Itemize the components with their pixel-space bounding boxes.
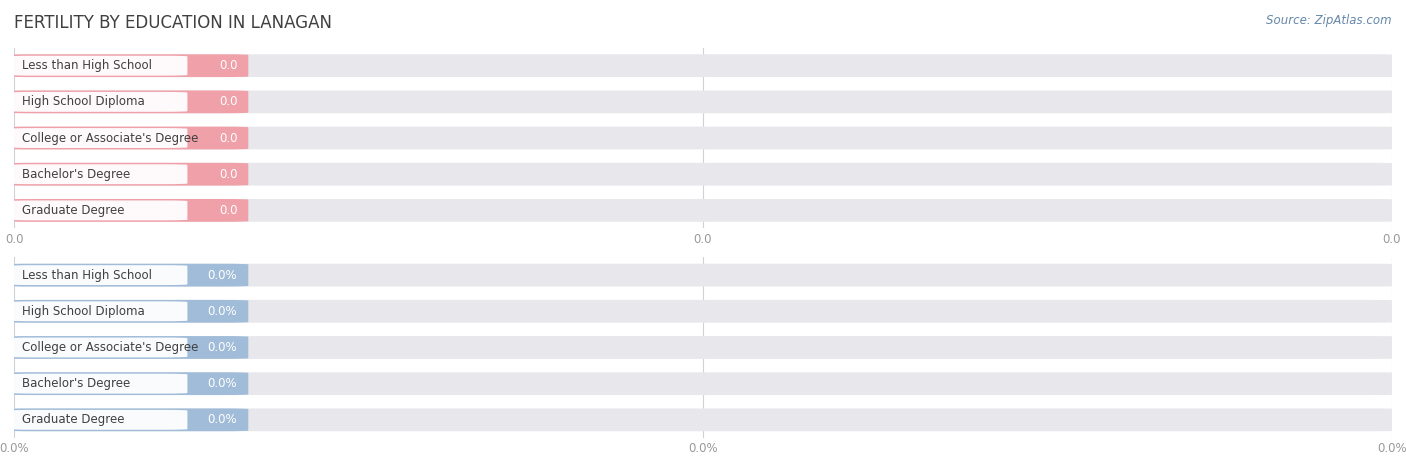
FancyBboxPatch shape (7, 163, 249, 186)
Text: High School Diploma: High School Diploma (22, 95, 145, 109)
FancyBboxPatch shape (7, 54, 249, 77)
FancyBboxPatch shape (10, 92, 187, 112)
Text: Less than High School: Less than High School (22, 268, 152, 282)
Text: 0.0%: 0.0% (208, 268, 238, 282)
FancyBboxPatch shape (7, 336, 249, 359)
Text: 0.0%: 0.0% (208, 377, 238, 390)
FancyBboxPatch shape (7, 90, 1399, 113)
FancyBboxPatch shape (7, 372, 1399, 395)
FancyBboxPatch shape (7, 127, 1399, 149)
Text: 0.0: 0.0 (219, 95, 238, 109)
Text: Bachelor's Degree: Bachelor's Degree (22, 377, 131, 390)
Text: College or Associate's Degree: College or Associate's Degree (22, 131, 198, 145)
Text: College or Associate's Degree: College or Associate's Degree (22, 341, 198, 354)
FancyBboxPatch shape (10, 301, 187, 321)
FancyBboxPatch shape (10, 128, 187, 148)
Text: Less than High School: Less than High School (22, 59, 152, 72)
FancyBboxPatch shape (7, 408, 249, 431)
FancyBboxPatch shape (10, 410, 187, 430)
FancyBboxPatch shape (7, 199, 249, 222)
FancyBboxPatch shape (10, 265, 187, 285)
Text: 0.0: 0.0 (219, 168, 238, 181)
FancyBboxPatch shape (7, 199, 1399, 222)
FancyBboxPatch shape (10, 164, 187, 184)
Text: 0.0%: 0.0% (208, 413, 238, 426)
FancyBboxPatch shape (7, 372, 249, 395)
FancyBboxPatch shape (7, 300, 249, 323)
Text: Graduate Degree: Graduate Degree (22, 413, 125, 426)
FancyBboxPatch shape (7, 336, 1399, 359)
Text: FERTILITY BY EDUCATION IN LANAGAN: FERTILITY BY EDUCATION IN LANAGAN (14, 14, 332, 32)
FancyBboxPatch shape (7, 300, 1399, 323)
FancyBboxPatch shape (7, 127, 249, 149)
Text: 0.0%: 0.0% (208, 341, 238, 354)
Text: 0.0: 0.0 (219, 59, 238, 72)
FancyBboxPatch shape (7, 264, 1399, 287)
FancyBboxPatch shape (10, 337, 187, 357)
FancyBboxPatch shape (10, 200, 187, 220)
FancyBboxPatch shape (7, 54, 1399, 77)
FancyBboxPatch shape (7, 90, 249, 113)
Text: 0.0: 0.0 (219, 131, 238, 145)
Text: Graduate Degree: Graduate Degree (22, 204, 125, 217)
FancyBboxPatch shape (7, 408, 1399, 431)
FancyBboxPatch shape (7, 264, 249, 287)
FancyBboxPatch shape (10, 374, 187, 394)
FancyBboxPatch shape (10, 56, 187, 76)
FancyBboxPatch shape (7, 163, 1399, 186)
Text: 0.0: 0.0 (219, 204, 238, 217)
Text: Source: ZipAtlas.com: Source: ZipAtlas.com (1267, 14, 1392, 27)
Text: 0.0%: 0.0% (208, 305, 238, 318)
Text: High School Diploma: High School Diploma (22, 305, 145, 318)
Text: Bachelor's Degree: Bachelor's Degree (22, 168, 131, 181)
